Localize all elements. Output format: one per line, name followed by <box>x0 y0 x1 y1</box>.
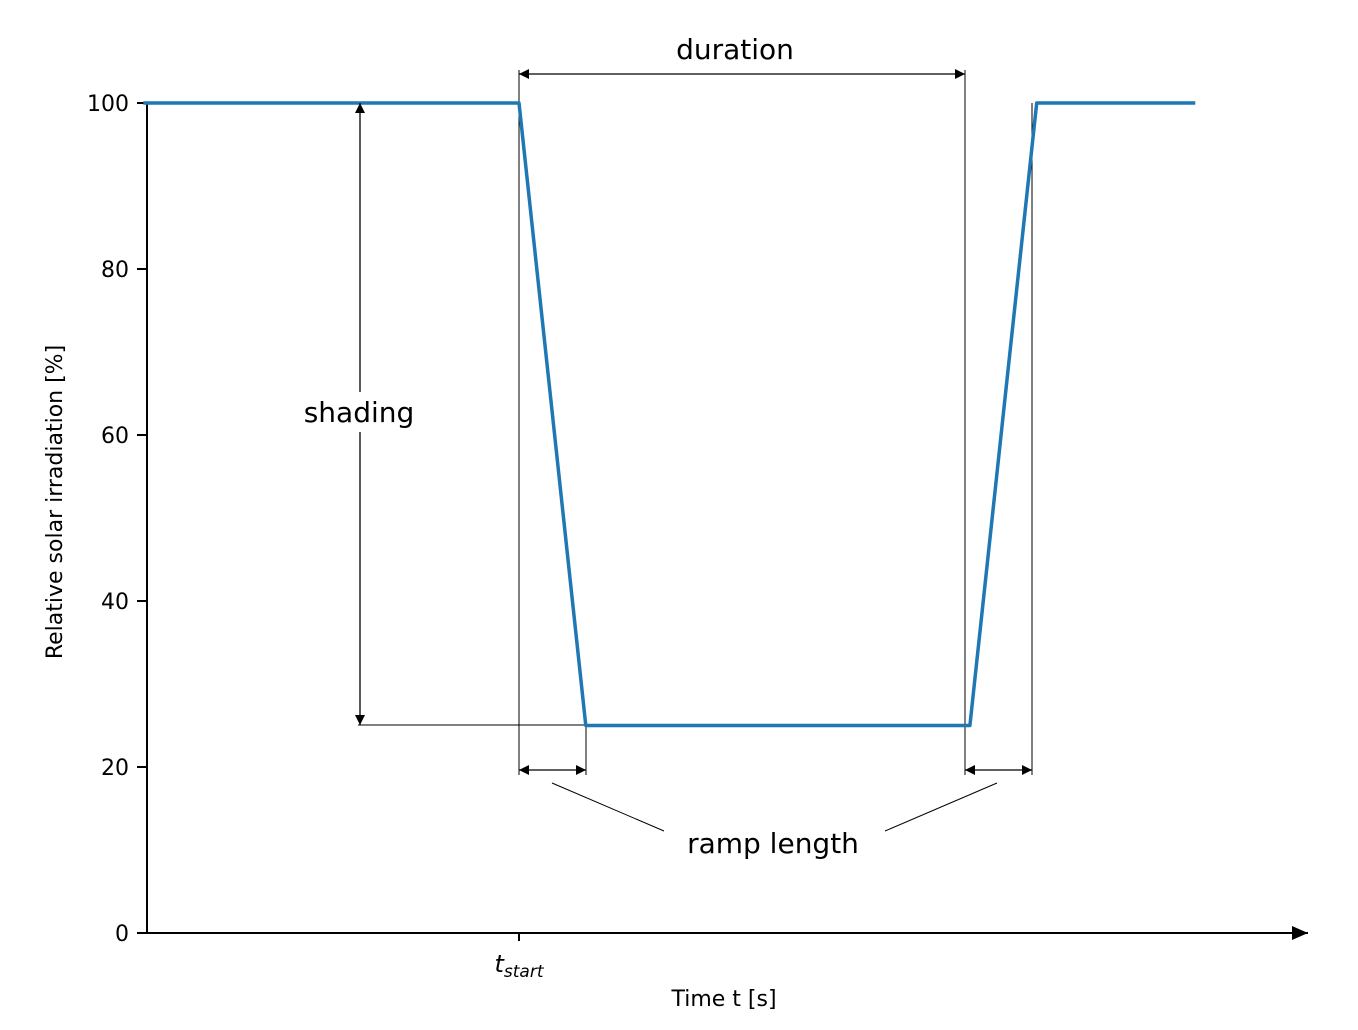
y-tick-label: 60 <box>101 424 129 449</box>
y-tick-label: 40 <box>101 590 129 615</box>
x-axis-label: Time t [s] <box>670 987 776 1012</box>
y-ticks: 0 20 40 60 80 100 <box>87 92 160 947</box>
x-tick-label-tstart: tstart <box>494 950 544 982</box>
y-axis-label: Relative solar irradiation [%] <box>43 345 68 659</box>
ramp-length-label: ramp length <box>687 827 859 860</box>
y-tick-label: 80 <box>101 258 129 283</box>
y-tick-label: 0 <box>115 922 129 947</box>
shading-label-bg <box>298 392 420 432</box>
x-ticks: tstart <box>494 933 545 982</box>
ramp-leader-left <box>551 782 665 832</box>
y-tick-label: 100 <box>87 92 129 117</box>
y-tick-label: 20 <box>101 756 129 781</box>
duration-label: duration <box>676 33 794 66</box>
irradiation-series-line <box>143 101 1196 728</box>
ramp-leader-right <box>884 782 998 832</box>
shading-label: shading <box>304 396 415 429</box>
reference-lines <box>358 70 1033 775</box>
